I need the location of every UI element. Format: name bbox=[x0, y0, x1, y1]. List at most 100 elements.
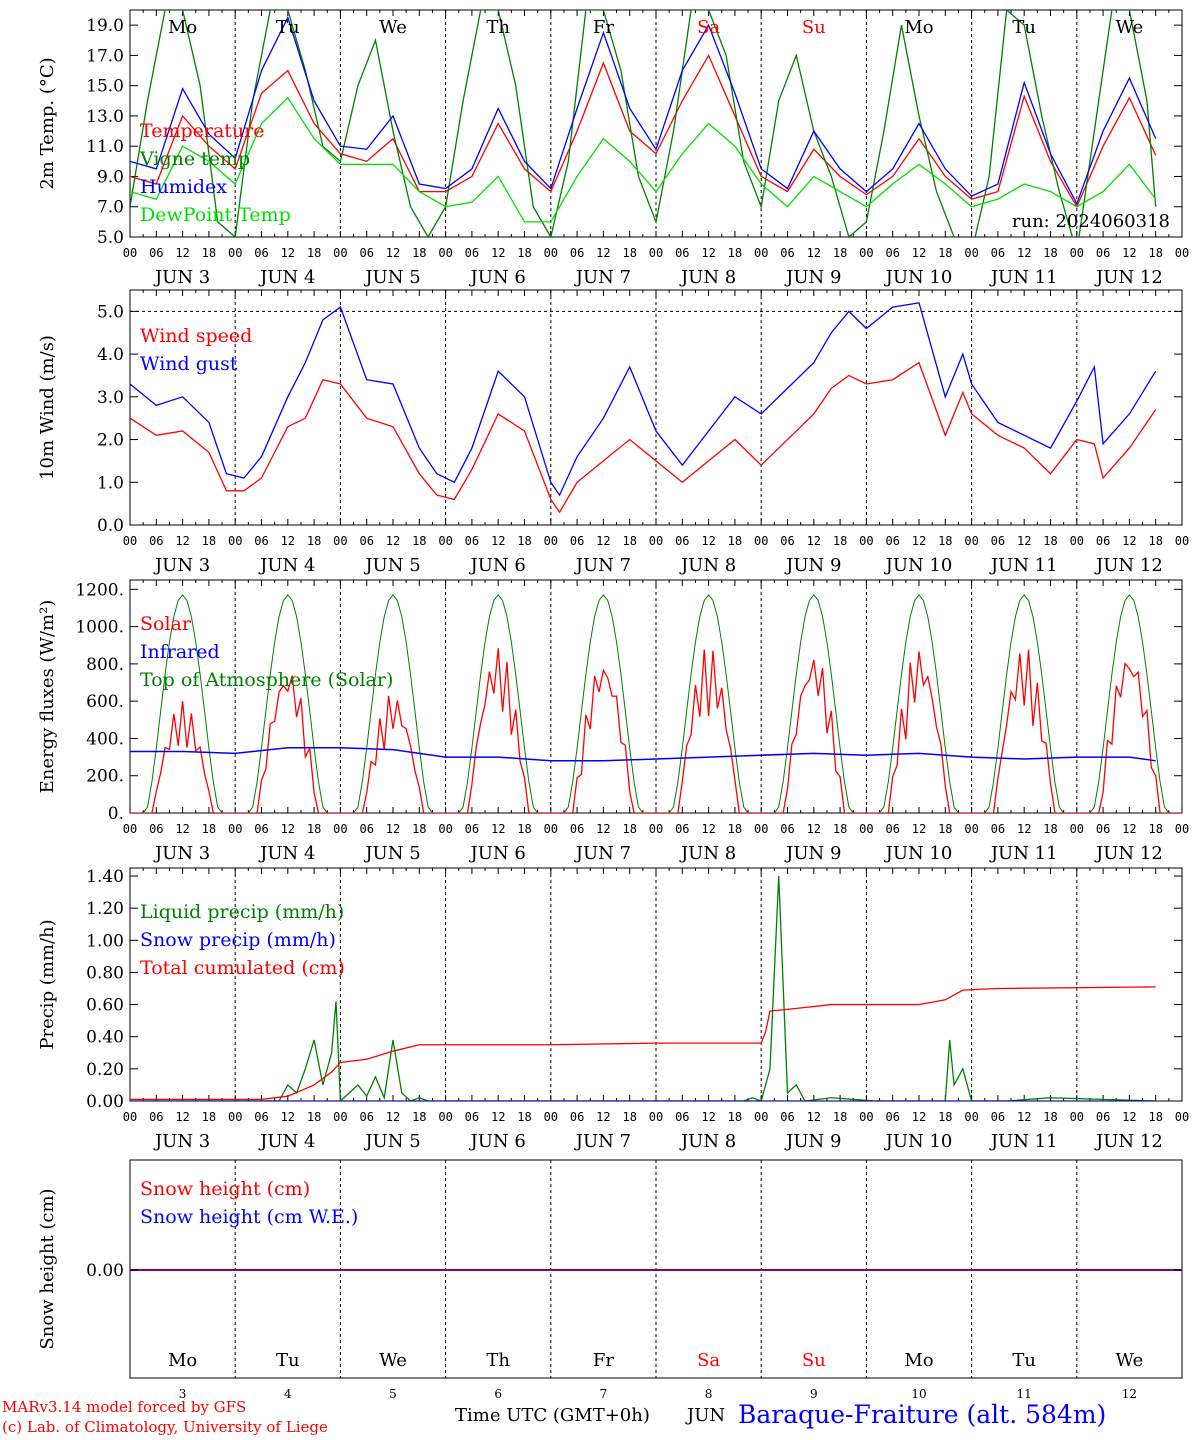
y-tick-label: 5.0 bbox=[97, 228, 124, 248]
hour-tick-label: 06 bbox=[149, 822, 163, 836]
hour-tick-label: 00 bbox=[754, 1110, 768, 1124]
y-tick-label: 400. bbox=[86, 729, 124, 749]
hour-tick-label: 06 bbox=[991, 822, 1005, 836]
hour-tick-label: 18 bbox=[517, 246, 531, 260]
hour-tick-label: 12 bbox=[807, 1110, 821, 1124]
footer-credit: (c) Lab. of Climatology, University of L… bbox=[2, 1418, 328, 1436]
hour-tick-label: 06 bbox=[1096, 1110, 1110, 1124]
hour-tick-label: 12 bbox=[1017, 822, 1031, 836]
hour-tick-label: 06 bbox=[1096, 822, 1110, 836]
hour-tick-label: 06 bbox=[885, 246, 899, 260]
date-label: JUN 7 bbox=[574, 555, 631, 576]
hour-tick-label: 06 bbox=[780, 246, 794, 260]
day-name-label: Fr bbox=[593, 1350, 614, 1371]
hour-tick-label: 00 bbox=[1070, 534, 1084, 548]
y-tick-label: 17.0 bbox=[86, 46, 124, 66]
date-number-label: 5 bbox=[389, 1387, 397, 1401]
hour-tick-label: 18 bbox=[412, 822, 426, 836]
date-number-label: 6 bbox=[494, 1387, 502, 1401]
date-label: JUN 9 bbox=[784, 267, 841, 288]
date-label: JUN 11 bbox=[989, 1131, 1058, 1152]
y-tick-label: 1.20 bbox=[86, 899, 124, 919]
hour-tick-label: 06 bbox=[780, 1110, 794, 1124]
hour-tick-label: 18 bbox=[202, 822, 216, 836]
hour-tick-label: 06 bbox=[359, 1110, 373, 1124]
hour-tick-label: 18 bbox=[412, 1110, 426, 1124]
hour-tick-label: 06 bbox=[675, 1110, 689, 1124]
hour-tick-label: 18 bbox=[202, 1110, 216, 1124]
hour-tick-label: 18 bbox=[517, 1110, 531, 1124]
hour-tick-label: 12 bbox=[807, 534, 821, 548]
plot-area bbox=[130, 876, 1156, 1101]
hour-tick-label: 12 bbox=[175, 246, 189, 260]
y-tick-label: 800. bbox=[86, 655, 124, 675]
hour-tick-label: 18 bbox=[1148, 534, 1162, 548]
hour-tick-label: 12 bbox=[175, 1110, 189, 1124]
day-name-label: Th bbox=[486, 17, 510, 38]
day-name-label: Sa bbox=[697, 1350, 720, 1371]
y-tick-label: 0.20 bbox=[86, 1060, 124, 1080]
hour-tick-label: 00 bbox=[649, 1110, 663, 1124]
hour-tick-label: 06 bbox=[465, 1110, 479, 1124]
hour-tick-label: 00 bbox=[1070, 1110, 1084, 1124]
hour-tick-label: 00 bbox=[228, 534, 242, 548]
date-number-label: 4 bbox=[284, 1387, 292, 1401]
hour-tick-label: 06 bbox=[149, 1110, 163, 1124]
y-tick-label: 5.0 bbox=[97, 302, 124, 322]
date-label: JUN 5 bbox=[363, 267, 420, 288]
day-name-label: Mo bbox=[904, 17, 933, 38]
plot-area bbox=[130, 594, 1182, 813]
hour-tick-label: 00 bbox=[123, 246, 137, 260]
hour-tick-label: 00 bbox=[228, 1110, 242, 1124]
hour-tick-label: 18 bbox=[833, 246, 847, 260]
hour-tick-label: 06 bbox=[149, 534, 163, 548]
hour-tick-label: 06 bbox=[570, 1110, 584, 1124]
hour-tick-label: 06 bbox=[465, 534, 479, 548]
hour-tick-label: 18 bbox=[307, 534, 321, 548]
hour-tick-label: 00 bbox=[859, 822, 873, 836]
legend-entry: Snow precip (mm/h) bbox=[140, 929, 336, 951]
y-tick-label: 1200. bbox=[75, 580, 124, 600]
date-label: JUN 10 bbox=[884, 1131, 953, 1152]
hour-tick-label: 00 bbox=[544, 534, 558, 548]
day-name-label: We bbox=[379, 17, 407, 38]
hour-tick-label: 06 bbox=[359, 534, 373, 548]
date-label: JUN 10 bbox=[884, 843, 953, 864]
hour-tick-label: 18 bbox=[1148, 822, 1162, 836]
hour-tick-label: 06 bbox=[675, 534, 689, 548]
hour-tick-label: 18 bbox=[307, 822, 321, 836]
hour-tick-label: 00 bbox=[859, 1110, 873, 1124]
day-name-label: We bbox=[1116, 17, 1144, 38]
day-name-label: Th bbox=[486, 1350, 510, 1371]
date-label: JUN 8 bbox=[679, 267, 736, 288]
date-label: JUN 10 bbox=[884, 267, 953, 288]
date-label: JUN 3 bbox=[153, 843, 210, 864]
legend-entry: Vigne temp bbox=[139, 148, 250, 170]
hour-tick-label: 12 bbox=[1122, 1110, 1136, 1124]
hour-tick-label: 18 bbox=[1043, 246, 1057, 260]
date-label: JUN 3 bbox=[153, 1131, 210, 1152]
series-line-vigne-temp bbox=[130, 10, 1157, 237]
hour-tick-label: 18 bbox=[517, 534, 531, 548]
hour-tick-label: 12 bbox=[701, 534, 715, 548]
station-title: Baraque-Fraiture (alt. 584m) bbox=[738, 1400, 1107, 1429]
series-line-temperature bbox=[130, 53, 1157, 209]
date-label: JUN 4 bbox=[258, 843, 315, 864]
hour-tick-label: 06 bbox=[885, 534, 899, 548]
y-tick-label: 0. bbox=[108, 804, 124, 824]
hour-tick-label: 18 bbox=[517, 822, 531, 836]
legend-entry: Total cumulated (cm) bbox=[140, 957, 345, 979]
hour-tick-label: 00 bbox=[438, 246, 452, 260]
x-axis-label: Time UTC (GMT+0h) bbox=[455, 1405, 650, 1426]
hour-tick-label: 18 bbox=[938, 246, 952, 260]
legend-entry: Snow height (cm) bbox=[140, 1178, 310, 1200]
legend-entry: DewPoint Temp bbox=[140, 204, 291, 226]
hour-tick-label: 12 bbox=[1122, 534, 1136, 548]
y-tick-label: 7.0 bbox=[97, 198, 124, 218]
hour-tick-label: 00 bbox=[333, 822, 347, 836]
y-tick-label: 0.00 bbox=[86, 1261, 124, 1281]
date-number-label: 8 bbox=[705, 1387, 713, 1401]
hour-tick-label: 00 bbox=[964, 822, 978, 836]
series-line-top-of-atmosphere bbox=[130, 594, 1182, 813]
hour-tick-label: 12 bbox=[701, 1110, 715, 1124]
